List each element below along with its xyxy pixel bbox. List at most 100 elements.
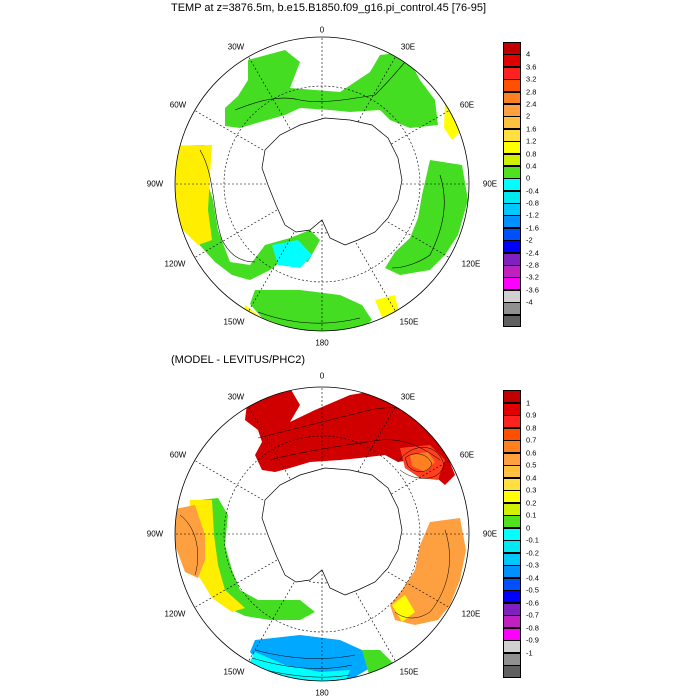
colorbar-swatch [503,515,521,529]
bottom-region-ross-green [362,650,395,680]
bottom-antarctica-coastline [261,467,403,596]
colorbar-tick-label: 0.4 [526,473,537,483]
top-lon-label-150w: 150W [223,317,245,327]
colorbar-swatch [503,590,521,604]
top-contour [199,149,256,263]
colorbar-tick-label: -1.6 [526,223,539,233]
colorbar-tick-label: 0.7 [526,435,537,445]
top-ocean-region-tasman [375,295,400,325]
colorbar-swatch [503,552,521,566]
colorbar-swatch [503,602,521,616]
bottom-lon-label-30e: 30E [400,392,416,402]
top-antarctica-coastline [261,117,403,246]
top-ocean-region-atlantic [225,50,438,128]
colorbar-swatch [503,540,521,554]
colorbar-swatch [503,627,521,641]
bottom-lon-label-150w: 150W [223,667,245,677]
colorbar-swatch [503,240,521,254]
top-map-title: TEMP at z=3876.5m, b.e15.B1850.f09_g16.p… [171,2,487,14]
colorbar-swatch [503,289,521,303]
top-contour [234,61,406,111]
bottom-warm-region-atlantic [245,388,455,485]
colorbar-swatch [503,527,521,541]
colorbar-swatch [503,54,521,68]
colorbar-tick-label: -0.5 [526,585,539,595]
colorbar-swatch [503,565,521,579]
colorbar-swatch [503,490,521,504]
colorbar-tick-label: 3.2 [526,74,537,84]
colorbar-swatch [503,577,521,591]
colorbar-tick-label: 1.2 [526,136,537,146]
colorbar-tick-label: 1.6 [526,124,537,134]
colorbar-tick-label: -4 [526,297,533,307]
colorbar-tick-label: -0.4 [526,186,539,196]
colorbar-swatch [503,302,521,316]
colorbar-swatch [503,79,521,93]
bottom-region-pacific-orange [175,505,205,578]
colorbar-swatch [503,615,521,629]
top-lon-label-150e: 150E [399,317,419,327]
top-warm-patch-west [175,145,212,245]
colorbar-swatch [503,165,521,179]
colorbar-tick-label: 1 [526,398,531,408]
top-polar-map [174,36,470,332]
colorbar-tick-label: 0.8 [526,423,537,433]
colorbar-tick-label: -0.4 [526,573,539,583]
colorbar-swatch [503,502,521,516]
bottom-map-title: (MODEL - LEVITUS/PHC2) [171,354,306,366]
bottom-lon-label-60e: 60E [459,450,475,460]
colorbar-swatch [503,314,521,328]
top-lon-label-120e: 120E [461,259,481,269]
colorbar-swatch [503,116,521,130]
colorbar-tick-label: 0.5 [526,460,537,470]
top-lon-label-60w: 60W [169,100,187,110]
colorbar-swatch [503,265,521,278]
top-lon-label-90w: 90W [146,179,164,189]
top-lon-label-120w: 120W [164,259,186,269]
bottom-lon-label-150e: 150E [399,667,419,677]
colorbar-swatch [503,440,521,454]
colorbar-swatch [503,203,521,216]
bottom-colorbar: 1 0.9 0.8 0.7 0.6 0.5 0.4 0.3 0.2 0.1 0 -0.1 -0.2 -0.… [503,390,543,679]
colorbar-tick-label: 2.8 [526,87,537,97]
colorbar-swatch [503,640,521,654]
bottom-contour [394,529,450,619]
colorbar-swatch [503,215,521,229]
colorbar-tick-label: 0.3 [526,485,537,495]
top-lon-label-0: 0 [319,25,325,35]
colorbar-tick-label: 2.4 [526,99,537,109]
colorbar-swatch [503,190,521,204]
bottom-lon-label-90e: 90E [482,529,498,539]
bottom-lon-label-0: 0 [319,371,325,381]
top-cold-patch [272,240,312,268]
colorbar-swatch [503,153,521,167]
top-lon-label-90e: 90E [482,179,498,189]
colorbar-tick-label: -2.8 [526,260,539,270]
top-lon-label-30w: 30W [227,42,245,52]
top-ocean-region-ross [250,290,372,331]
colorbar-tick-label: 0.2 [526,498,537,508]
bottom-region-pacific-west [200,498,315,620]
colorbar-tick-label: -0.8 [526,198,539,208]
colorbar-swatch [503,128,521,142]
colorbar-swatch [503,665,521,679]
top-colorbar: 4 3.6 3.2 2.8 2.4 2 1.6 1.2 0.8 0.4 0 -0.4 -0.8 -1.2 -… [503,42,543,328]
top-lon-label-30e: 30E [400,42,416,52]
colorbar-swatch [503,42,521,55]
colorbar-swatch [503,477,521,491]
bottom-lon-label-180: 180 [315,688,329,698]
colorbar-tick-label: -0.9 [526,635,539,645]
colorbar-tick-label: 0.1 [526,510,537,520]
bottom-region-indian-yellow [392,595,415,622]
colorbar-tick-label: -1.2 [526,210,539,220]
bottom-lon-label-60w: 60W [169,450,187,460]
top-contour [257,311,361,324]
colorbar-tick-label: 0.4 [526,161,537,171]
colorbar-swatch [503,91,521,105]
bottom-contour [254,649,356,659]
colorbar-swatch [503,141,521,155]
colorbar-tick-label: 0 [526,173,531,183]
bottom-contour [179,514,199,576]
colorbar-tick-label: -1 [526,648,533,658]
top-lon-label-60e: 60E [459,100,475,110]
